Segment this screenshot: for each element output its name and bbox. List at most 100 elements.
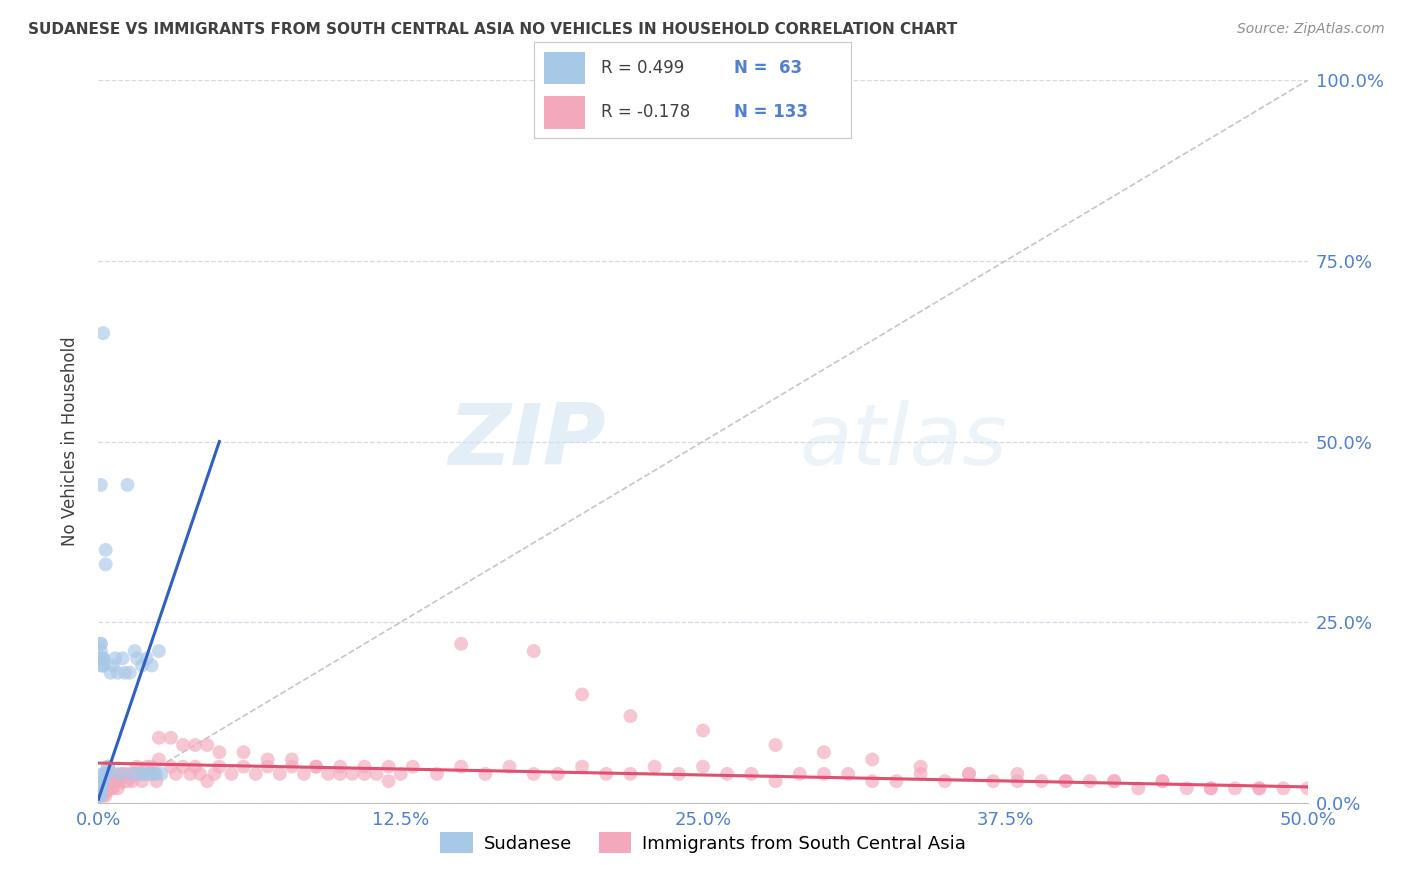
Point <box>100 781 122 796</box>
Point <box>90 658 112 673</box>
Point <box>571 687 593 701</box>
Point <box>91 774 114 789</box>
Point <box>87 789 110 803</box>
Text: N = 133: N = 133 <box>734 103 807 121</box>
Point <box>114 665 136 680</box>
Point <box>127 760 149 774</box>
Point <box>131 774 153 789</box>
Point <box>90 637 112 651</box>
Point <box>204 767 226 781</box>
Point <box>305 760 328 774</box>
Point <box>87 781 110 796</box>
Point <box>692 760 714 774</box>
Point <box>97 760 120 774</box>
Point <box>148 731 170 745</box>
Point <box>90 644 112 658</box>
Point <box>150 767 173 781</box>
Point <box>91 651 114 665</box>
Point <box>1031 774 1053 789</box>
Point <box>1007 774 1029 789</box>
Point <box>90 774 112 789</box>
Point <box>1007 767 1029 781</box>
Point <box>97 774 120 789</box>
Point <box>692 723 714 738</box>
Point <box>668 767 690 781</box>
Point <box>117 774 139 789</box>
Text: R = -0.178: R = -0.178 <box>600 103 690 121</box>
Point <box>402 760 425 774</box>
Point <box>97 774 120 789</box>
Point <box>141 760 163 774</box>
Point <box>101 781 124 796</box>
Point <box>87 789 110 803</box>
Point <box>135 760 157 774</box>
Point <box>91 767 114 781</box>
Point <box>100 767 122 781</box>
Point <box>90 774 112 789</box>
Point <box>90 781 112 796</box>
Point <box>305 760 328 774</box>
Point <box>90 651 112 665</box>
Point <box>94 767 117 781</box>
Point <box>179 767 201 781</box>
Point <box>886 774 908 789</box>
Point <box>789 767 811 781</box>
Text: R = 0.499: R = 0.499 <box>600 59 683 77</box>
Point <box>160 760 183 774</box>
Point <box>87 781 110 796</box>
Point <box>143 767 166 781</box>
Point <box>97 760 120 774</box>
Point <box>138 767 160 781</box>
Point <box>716 767 738 781</box>
Point <box>87 781 110 796</box>
Point <box>104 651 127 665</box>
Point <box>450 760 472 774</box>
Point <box>101 774 124 789</box>
Point <box>1272 781 1295 796</box>
Point <box>90 774 112 789</box>
Point <box>619 709 641 723</box>
Point <box>329 767 352 781</box>
Point <box>765 774 787 789</box>
Point <box>104 767 127 781</box>
Y-axis label: No Vehicles in Household: No Vehicles in Household <box>60 336 79 547</box>
Point <box>342 767 364 781</box>
Point <box>232 760 254 774</box>
Point <box>1152 774 1174 789</box>
Point <box>128 767 150 781</box>
Point <box>957 767 980 781</box>
Point <box>143 767 166 781</box>
Point <box>90 478 112 492</box>
Point <box>426 767 449 781</box>
Point <box>108 774 131 789</box>
Point <box>523 644 546 658</box>
Point <box>107 774 129 789</box>
Point <box>124 767 146 781</box>
Point <box>474 767 496 781</box>
Point <box>117 478 139 492</box>
Point <box>118 665 141 680</box>
Point <box>131 658 153 673</box>
Point <box>1199 781 1222 796</box>
Point <box>145 767 167 781</box>
Point <box>97 767 120 781</box>
Point <box>145 774 167 789</box>
FancyBboxPatch shape <box>544 95 585 128</box>
Point <box>127 651 149 665</box>
Point <box>97 781 120 796</box>
Point <box>740 767 762 781</box>
Point <box>94 774 117 789</box>
Point <box>765 738 787 752</box>
Point <box>208 745 231 759</box>
Point <box>101 774 124 789</box>
Point <box>91 767 114 781</box>
Point <box>245 767 267 781</box>
Point <box>90 781 112 796</box>
Point <box>87 774 110 789</box>
Point <box>134 767 156 781</box>
Point <box>184 760 207 774</box>
Point <box>329 760 352 774</box>
Point <box>860 774 883 789</box>
Point <box>860 752 883 766</box>
Point <box>547 767 569 781</box>
